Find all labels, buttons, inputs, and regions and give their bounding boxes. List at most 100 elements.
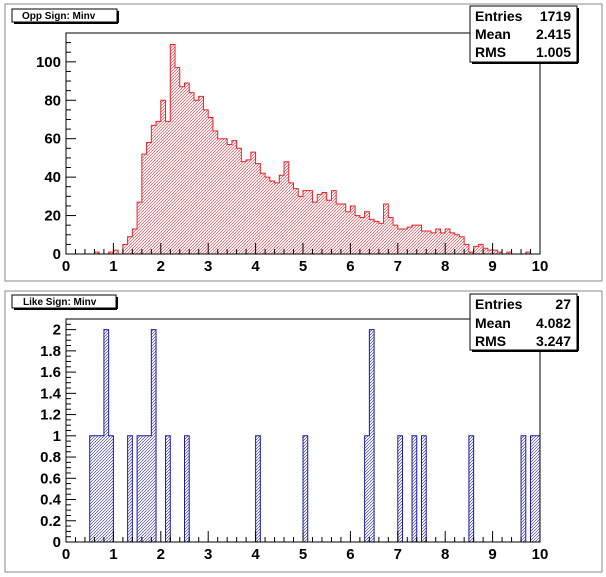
y-tick-label: 40 bbox=[44, 169, 61, 186]
y-tick-label: 1.8 bbox=[40, 343, 61, 360]
histogram-bin bbox=[156, 121, 161, 255]
y-tick-label: 1.4 bbox=[40, 385, 62, 402]
histogram-bin bbox=[94, 435, 100, 542]
histogram-title: Opp Sign: Minv bbox=[22, 11, 96, 22]
histogram-bin bbox=[198, 96, 204, 254]
histogram-bin bbox=[535, 435, 540, 542]
stat-rms-value: 3.247 bbox=[536, 333, 571, 349]
histogram-bin bbox=[293, 188, 299, 254]
histogram-bin bbox=[435, 229, 441, 254]
histogram-bin bbox=[402, 229, 408, 254]
histogram-bin bbox=[525, 252, 531, 254]
histogram-outline bbox=[66, 44, 540, 255]
histogram-bin bbox=[141, 154, 147, 254]
stat-entries-label: Entries bbox=[475, 296, 523, 312]
y-tick-label: 2 bbox=[53, 322, 61, 339]
histogram-bin bbox=[303, 190, 308, 254]
histogram-title: Like Sign: Minv bbox=[23, 297, 97, 308]
histogram-bin bbox=[137, 435, 142, 542]
y-tick-label: 0 bbox=[53, 534, 61, 551]
histogram-bin bbox=[255, 435, 261, 542]
histogram-bin bbox=[250, 152, 256, 254]
histogram-bin bbox=[383, 204, 389, 254]
stat-entries-label: Entries bbox=[475, 8, 523, 24]
histogram-bin bbox=[132, 229, 138, 254]
histogram-bin bbox=[212, 131, 218, 254]
x-axis: 0 1 2 3 4 5 6 7 8 9 10 bbox=[62, 531, 549, 563]
histogram-bin bbox=[492, 250, 498, 254]
y-tick-label: 100 bbox=[36, 54, 61, 71]
y-axis: 0 0.2 0.4 0.6 0.8 1 1.2 1.4 1.6 1.8 2 bbox=[40, 318, 76, 551]
histogram-bin bbox=[108, 435, 114, 542]
histogram-bin bbox=[430, 232, 436, 254]
x-tick-label: 7 bbox=[394, 546, 402, 563]
histogram-bin bbox=[483, 248, 488, 254]
histogram-bin bbox=[445, 229, 450, 254]
histogram-bin bbox=[193, 100, 199, 255]
histogram-bin bbox=[246, 159, 251, 254]
histogram-bin bbox=[407, 227, 413, 254]
histogram-bin bbox=[359, 217, 365, 254]
histogram-bin bbox=[321, 192, 327, 254]
y-tick-label: 0.8 bbox=[40, 449, 61, 466]
histogram-bin bbox=[464, 244, 469, 254]
histogram-bin bbox=[94, 252, 100, 254]
histogram-bin bbox=[336, 204, 341, 254]
histogram-bin bbox=[530, 435, 536, 542]
x-tick-label: 3 bbox=[204, 546, 212, 563]
stats-box: Entries 27 Mean 4.082 RMS 3.247 bbox=[469, 293, 579, 352]
y-axis: 0 20 40 60 80 100 bbox=[36, 32, 76, 263]
histogram-bin bbox=[454, 234, 460, 254]
histogram-bin bbox=[421, 435, 427, 542]
histogram-bin bbox=[416, 225, 422, 254]
histogram-bin bbox=[369, 329, 375, 542]
histogram-bin bbox=[99, 435, 104, 542]
histogram-bin bbox=[137, 202, 142, 254]
y-tick-label: 0.2 bbox=[40, 513, 61, 530]
y-tick-label: 0.6 bbox=[40, 470, 61, 487]
stat-mean-value: 2.415 bbox=[536, 26, 571, 42]
histogram-bin bbox=[179, 86, 185, 255]
x-tick-label: 3 bbox=[204, 258, 212, 275]
histogram-bin bbox=[440, 232, 446, 254]
stat-mean-value: 4.082 bbox=[536, 315, 571, 331]
y-tick-label: 1.6 bbox=[40, 364, 61, 381]
histogram-bin bbox=[255, 163, 261, 254]
histogram-bin bbox=[269, 180, 275, 254]
x-tick-label: 0 bbox=[62, 546, 70, 563]
stat-rms-value: 1.005 bbox=[536, 44, 571, 60]
histogram-bin bbox=[146, 142, 152, 254]
histogram-bin bbox=[497, 252, 503, 254]
histogram-bin bbox=[388, 217, 394, 254]
histogram-bin bbox=[397, 435, 403, 542]
stat-entries-value: 27 bbox=[555, 296, 571, 312]
histogram-bin bbox=[146, 435, 152, 542]
histogram-bin bbox=[487, 250, 493, 254]
histogram-bin bbox=[303, 435, 308, 542]
histogram-bin bbox=[227, 144, 232, 254]
histogram-bin bbox=[165, 435, 171, 542]
x-tick-label: 4 bbox=[251, 546, 260, 563]
histogram-bin bbox=[122, 244, 128, 254]
histogram-bin bbox=[203, 109, 209, 254]
pad-opp-sign: 0 20 40 60 80 100 0 1 2 3 4 5 6 7 8 9 10 Opp Sign: Minv… bbox=[4, 3, 603, 282]
x-tick-label: 1 bbox=[109, 546, 117, 563]
x-tick-label: 4 bbox=[251, 258, 260, 275]
histogram-bin bbox=[374, 221, 379, 254]
histogram-bin bbox=[284, 161, 289, 254]
histogram-bin bbox=[350, 205, 356, 254]
x-tick-label: 10 bbox=[532, 546, 549, 563]
title-box: Opp Sign: Minv bbox=[11, 8, 119, 24]
histogram-bin bbox=[236, 148, 242, 254]
histogram-bin bbox=[421, 230, 427, 254]
histogram-bin bbox=[127, 236, 133, 254]
histogram-bin bbox=[288, 182, 294, 254]
y-tick-label: 0 bbox=[53, 246, 61, 263]
stat-mean-label: Mean bbox=[475, 315, 511, 331]
histogram-bin bbox=[274, 182, 280, 254]
histogram-bin bbox=[393, 225, 398, 254]
histogram-bin bbox=[151, 329, 157, 542]
histogram-bin bbox=[113, 250, 119, 254]
histogram-bin bbox=[426, 230, 431, 254]
histogram-bin bbox=[326, 200, 332, 254]
